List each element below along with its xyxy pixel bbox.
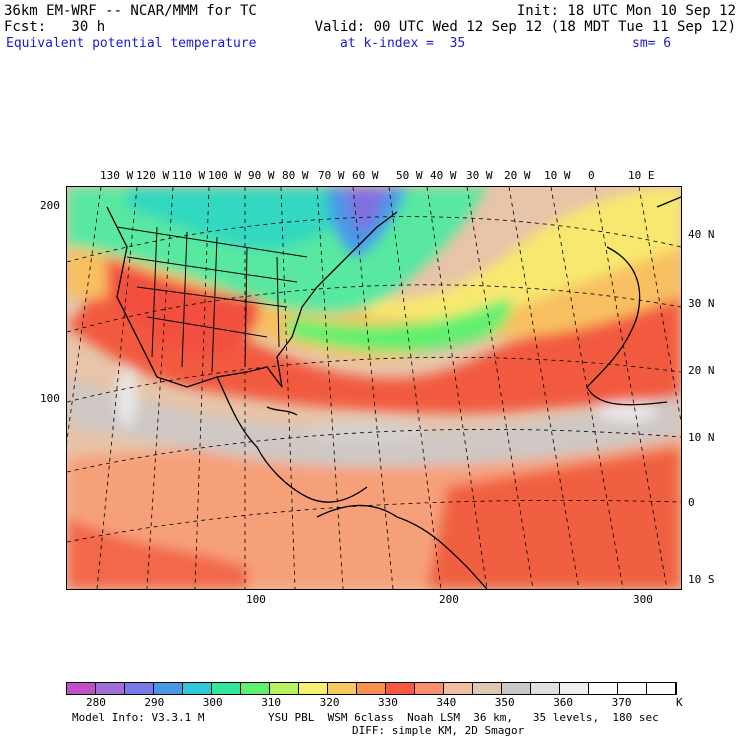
colorbar-swatch	[444, 683, 473, 694]
init-time: Init: 18 UTC Mon 10 Sep 12	[516, 3, 736, 19]
lon-label: 110 W	[172, 169, 206, 182]
lon-label: 70 W	[318, 169, 345, 182]
lon-label: 90 W	[248, 169, 275, 182]
map-panel	[66, 186, 682, 590]
colorbar-swatch	[67, 683, 96, 694]
colorbar-swatch	[96, 683, 125, 694]
y-tick-100: 100	[40, 392, 60, 405]
lat-label: 0	[688, 496, 695, 509]
lat-label: 10 S	[688, 573, 715, 586]
colorbar-swatch	[154, 683, 183, 694]
level-info: at k-index = 35	[340, 36, 466, 51]
coastlines	[106, 196, 681, 589]
x-tick-200: 200	[439, 593, 459, 606]
lon-label: 120 W	[136, 169, 170, 182]
colorbar-swatch	[589, 683, 618, 694]
colorbar-swatch	[502, 683, 531, 694]
colorbar-swatch	[647, 683, 676, 694]
lat-label: 20 N	[688, 364, 715, 377]
model-info: Model Info: V3.3.1 M	[72, 711, 205, 724]
colorbar-swatch	[618, 683, 647, 694]
lon-label: 40 W	[430, 169, 457, 182]
colorbar-swatch	[386, 683, 415, 694]
colorbar-swatch	[270, 683, 299, 694]
colorbar-label: 340	[436, 696, 457, 709]
lon-label: 100 W	[208, 169, 242, 182]
colorbar-swatch	[241, 683, 270, 694]
colorbar-swatch	[531, 683, 560, 694]
colorbar-swatch	[357, 683, 386, 694]
colorbar-label: 280	[86, 696, 106, 709]
lon-label: 10 E	[628, 169, 655, 182]
colorbar	[66, 682, 677, 695]
lon-label: 0	[588, 169, 595, 182]
state-borders	[116, 226, 308, 373]
lon-label: 130 W	[100, 169, 134, 182]
y-tick-200: 200	[40, 199, 60, 212]
colorbar-label: 320	[319, 696, 340, 709]
colorbar-swatch	[183, 683, 212, 694]
colorbar-swatch	[328, 683, 357, 694]
colorbar-label: 290	[144, 696, 165, 709]
colorbar-swatch	[415, 683, 444, 694]
colorbar-label: 350	[494, 696, 515, 709]
diffusion-info: DIFF: simple KM, 2D Smagor	[352, 724, 525, 737]
lon-label: 10 W	[544, 169, 571, 182]
lon-label: 80 W	[282, 169, 309, 182]
colorbar-swatch	[212, 683, 241, 694]
smoothing-info: sm= 6	[632, 36, 672, 51]
map-graphic	[67, 187, 681, 589]
colorbar-unit: K	[676, 696, 683, 709]
x-tick-100: 100	[246, 593, 266, 606]
lat-label: 10 N	[688, 431, 715, 444]
graticule	[67, 187, 681, 589]
lon-label: 20 W	[504, 169, 531, 182]
valid-time: Valid: 00 UTC Wed 12 Sep 12 (18 MDT Tue …	[314, 19, 736, 35]
colorbar-label: 300	[202, 696, 223, 709]
lat-label: 30 N	[688, 297, 715, 310]
physics-info: YSU PBL WSM 6class Noah LSM 36 km, 35 le…	[268, 711, 659, 724]
model-title: 36km EM-WRF -- NCAR/MMM for TC	[4, 3, 257, 19]
field-name: Equivalent potential temperature	[6, 36, 257, 51]
lon-label: 30 W	[466, 169, 493, 182]
colorbar-swatch	[560, 683, 589, 694]
forecast-hour: Fcst: 30 h	[4, 19, 106, 35]
colorbar-label: 310	[261, 696, 282, 709]
colorbar-swatch	[473, 683, 502, 694]
colorbar-swatch	[125, 683, 154, 694]
lon-label: 50 W	[396, 169, 423, 182]
colorbar-label: 330	[378, 696, 398, 709]
x-tick-300: 300	[633, 593, 653, 606]
colorbar-label: 360	[553, 696, 574, 709]
lon-label: 60 W	[352, 169, 379, 182]
lat-label: 40 N	[688, 228, 715, 241]
colorbar-label: 370	[611, 696, 632, 709]
colorbar-swatch	[299, 683, 328, 694]
